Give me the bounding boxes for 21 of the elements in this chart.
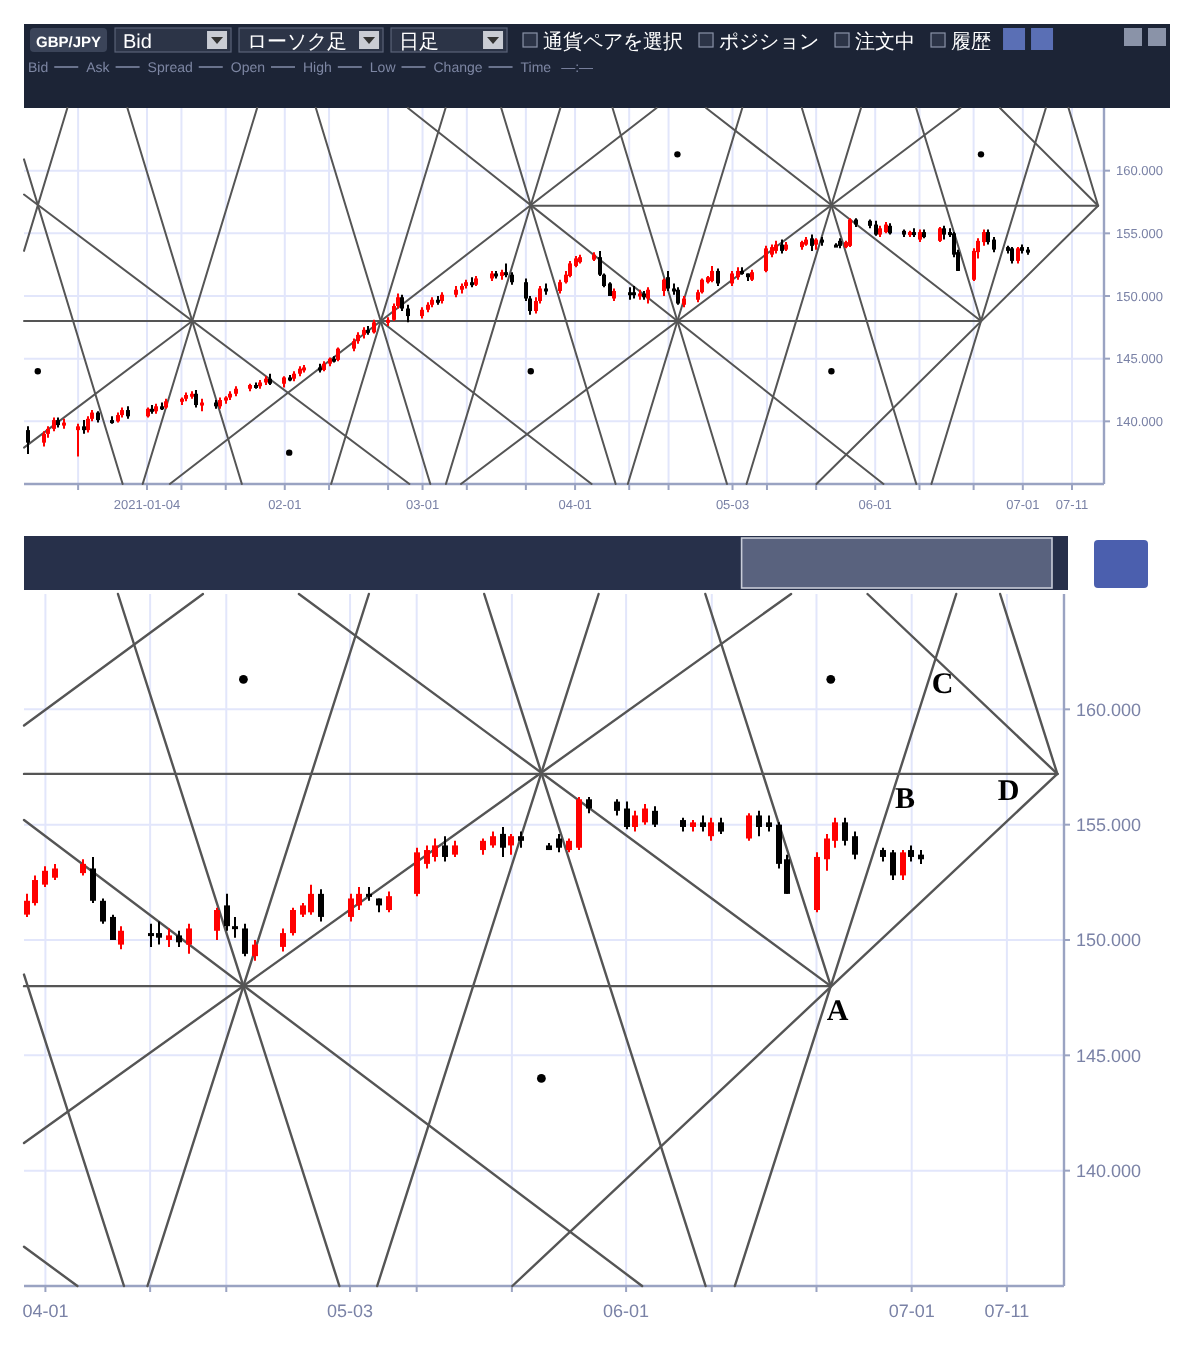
- y-tick-label: 150.000: [1076, 930, 1142, 951]
- text: 履歴: [951, 32, 992, 54]
- y-tick-label: 155.000: [1076, 814, 1142, 835]
- annotation: C: [931, 668, 954, 701]
- y-tick-label: 140.000: [1076, 1160, 1142, 1181]
- x-tick-label: 06-01: [603, 1301, 650, 1322]
- x-tick-label: 04-01: [22, 1301, 69, 1322]
- text: ポジション: [719, 32, 820, 54]
- y-tick-label: 160.000: [1076, 699, 1142, 720]
- text: ローソク足: [247, 32, 348, 54]
- x-tick-label: 07-01: [888, 1301, 935, 1322]
- x-tick-label: 05-03: [327, 1301, 374, 1322]
- y-tick-label: 145.000: [1076, 1045, 1142, 1066]
- annotation: B: [895, 783, 916, 816]
- annotation: A: [826, 996, 849, 1029]
- text: 日足: [399, 32, 440, 54]
- text: 注文中: [855, 30, 916, 54]
- text: Bid: [123, 32, 152, 54]
- x-tick-label: 07-11: [984, 1301, 1030, 1322]
- annotation: D: [997, 775, 1020, 808]
- text: 通貨ペアを選択: [543, 30, 684, 54]
